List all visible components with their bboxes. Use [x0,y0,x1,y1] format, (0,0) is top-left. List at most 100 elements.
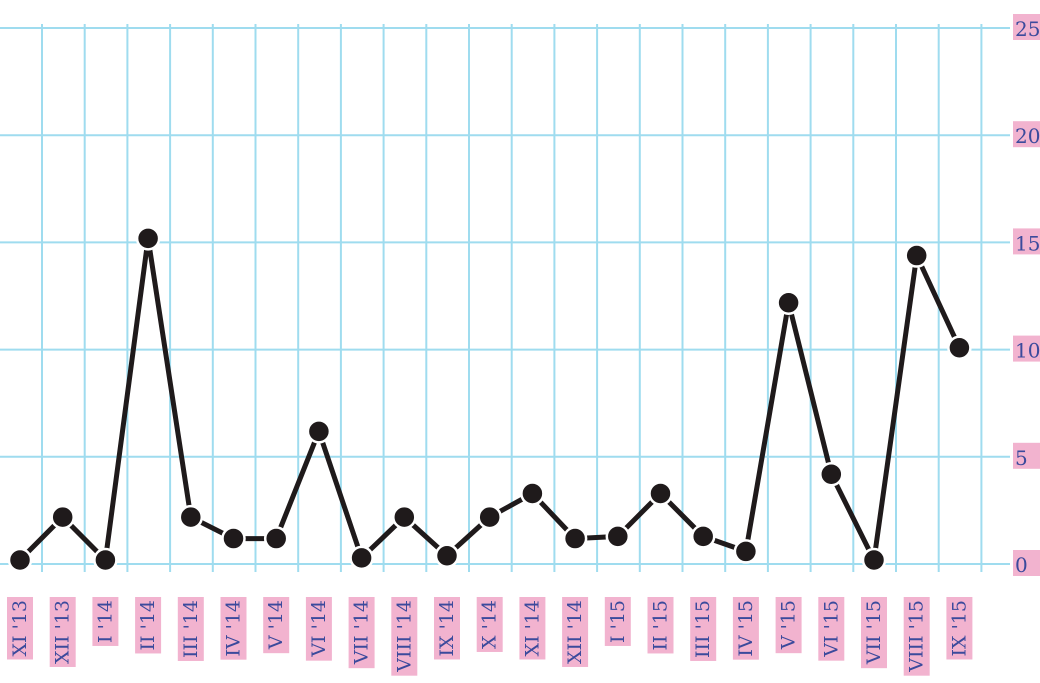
y-tick-label: 5 [1015,446,1028,470]
data-point [605,524,631,549]
x-tick-label-group: XI '14 [519,597,546,660]
x-tick-label: VII '14 [351,600,373,665]
x-tick-label: III '15 [692,600,714,658]
x-tick-label: XI '13 [9,600,31,656]
x-tick-label-bg [476,597,503,652]
data-point [947,335,972,360]
x-tick-label: XII '13 [52,600,74,664]
data-point [819,461,844,487]
x-tick-label: X '14 [479,600,501,649]
data-point [733,539,759,564]
x-tick-label-bg [49,597,76,667]
y-tick-label: 10 [1015,339,1040,363]
x-tick-label-group: X '14 [476,597,503,652]
x-tick-label-bg [391,597,418,676]
x-tick-label-bg [604,597,631,646]
y-tick-label: 20 [1015,124,1040,148]
x-tick-label: VI '15 [820,600,842,658]
data-point [349,545,374,571]
x-tick-label-group: III '14 [177,597,204,661]
x-tick-label-bg [519,597,546,660]
x-tick-label: IX '14 [436,600,458,656]
x-tick-label: IV '15 [735,600,757,657]
series-points [7,226,972,573]
data-point [562,526,588,551]
x-tick-label-bg [690,597,717,661]
y-tick-label: 15 [1015,231,1040,255]
data-point [904,243,929,268]
x-tick-label-bg [92,597,119,646]
x-tick-label-group: VI '15 [818,597,845,661]
x-tick-label-bg [263,597,290,654]
y-tick-label-bg [1013,335,1040,362]
y-tick-label-bg [1013,228,1040,255]
y-tick-label: 25 [1015,17,1040,41]
x-tick-label-bg [562,597,589,667]
x-tick-label-bg [135,597,162,654]
x-tick-label-bg [946,597,973,660]
x-tick-label: VII '15 [863,600,885,665]
data-point [392,504,417,530]
x-tick-label-group: XII '13 [49,597,76,667]
data-point [306,419,332,444]
data-point [861,547,887,573]
x-tick-label: IX '15 [948,600,970,656]
data-point [135,226,161,251]
x-tick-label-group: VI '14 [305,597,332,661]
x-tick-label-bg [7,597,33,660]
x-tick-label-bg [818,597,845,661]
x-tick-label-group: VIII '15 [903,597,930,676]
data-point [178,504,204,530]
data-point [7,547,33,573]
x-tick-label-bg [903,597,930,676]
x-tick-label: VIII '15 [906,600,928,673]
x-tick-label: VI '14 [308,600,330,658]
data-point [690,524,716,549]
x-tick-label: XII '14 [564,600,586,664]
x-tick-label-group: I '14 [92,597,119,646]
y-axis-ticks: 0 5 10 15 20 25 [1013,14,1040,577]
x-tick-label-group: XII '14 [562,597,589,667]
x-tick-label-group: II '14 [135,597,162,654]
x-tick-label: II '15 [650,600,672,650]
x-tick-label-bg [305,597,332,661]
x-tick-label-bg [647,597,674,654]
y-tick-label-bg [1013,14,1040,40]
x-tick-label-bg [348,597,375,669]
x-tick-label: VIII '14 [393,600,415,673]
data-point [93,547,118,573]
data-point [648,481,673,506]
y-tick-label: 0 [1015,553,1028,577]
data-point [434,543,460,568]
x-tick-label-group: V '15 [775,597,802,654]
x-tick-label-bg [220,597,247,660]
data-point [50,504,75,530]
x-tick-label-group: IV '14 [220,597,247,660]
x-tick-label: XI '14 [521,600,543,656]
x-tick-label-group: VII '14 [348,597,375,669]
x-tick-label-group: V '14 [263,597,290,654]
data-point [221,526,246,551]
x-tick-label: II '14 [137,600,159,650]
x-tick-label-group: IV '15 [732,597,759,660]
x-tick-label: I '14 [94,600,116,643]
x-tick-label-bg [775,597,802,654]
x-tick-label-group: VII '15 [861,597,887,669]
x-tick-label-bg [732,597,759,660]
data-point [520,481,545,506]
y-tick-label-bg [1013,121,1040,148]
x-tick-label: I '15 [607,600,629,643]
x-tick-label-group: IX '14 [434,597,460,660]
x-tick-label-group: III '15 [690,597,717,661]
x-tick-label-group: IX '15 [946,597,973,660]
grid [0,24,1010,572]
x-tick-label: III '14 [180,600,202,658]
data-point [477,504,502,530]
x-tick-label: V '14 [265,600,287,650]
x-tick-label-bg [434,597,460,660]
x-tick-label-group: I '15 [604,597,631,646]
data-point [263,526,289,551]
x-axis-ticks: XI '13 XII '13 I '14 II '14 III '14 IV '14 V '… [7,597,973,676]
